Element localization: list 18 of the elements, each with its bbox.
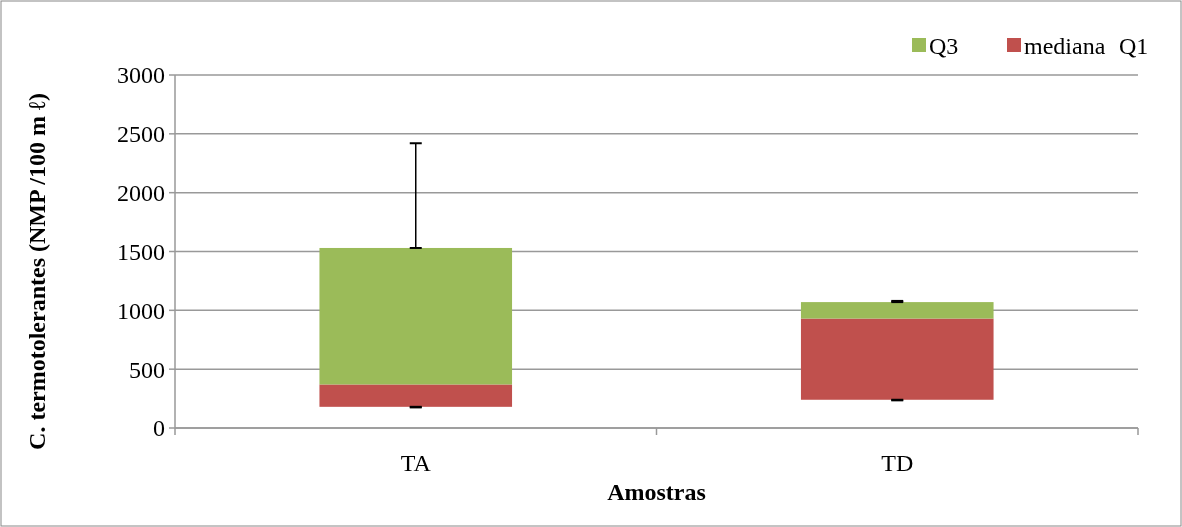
y-tick-label: 0 [153,415,165,442]
y-tick-label: 1500 [117,238,165,265]
y-tick-label: 1000 [117,297,165,324]
y-tick-label: 3000 [117,62,165,89]
y-tick-label: 2000 [117,180,165,207]
x-tick-label: TA [400,450,432,476]
y-axis-title: C. termotolerantes (NMP /100 m ℓ) [24,93,50,450]
legend-label: mediana [1024,33,1106,60]
y-tick-label: 500 [129,356,165,383]
bar [800,302,994,319]
bar [800,318,994,400]
x-axis-title: Amostras [607,479,706,505]
legend-label: Q3 [929,33,959,60]
bar [319,384,513,407]
bar [319,247,513,385]
y-tick-label: 2500 [117,121,165,148]
text: Q1 [1119,33,1149,60]
x-tick-label: TD [881,450,914,476]
